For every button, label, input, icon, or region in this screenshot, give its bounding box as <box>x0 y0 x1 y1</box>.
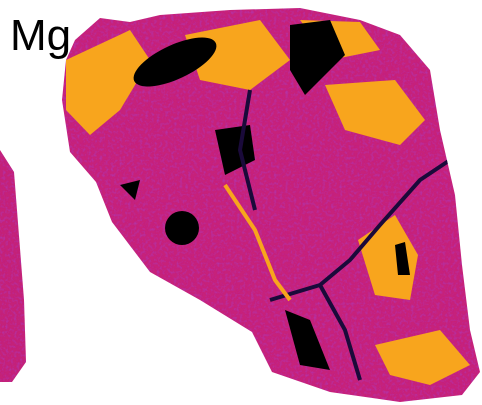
page: Mg (() => { const data = JSON.parse(docu… <box>0 0 482 405</box>
element-map: Mg <box>0 0 482 405</box>
rock-fragment <box>0 150 26 382</box>
void <box>165 211 199 245</box>
element-label: Mg <box>10 11 71 60</box>
rock <box>55 0 482 405</box>
